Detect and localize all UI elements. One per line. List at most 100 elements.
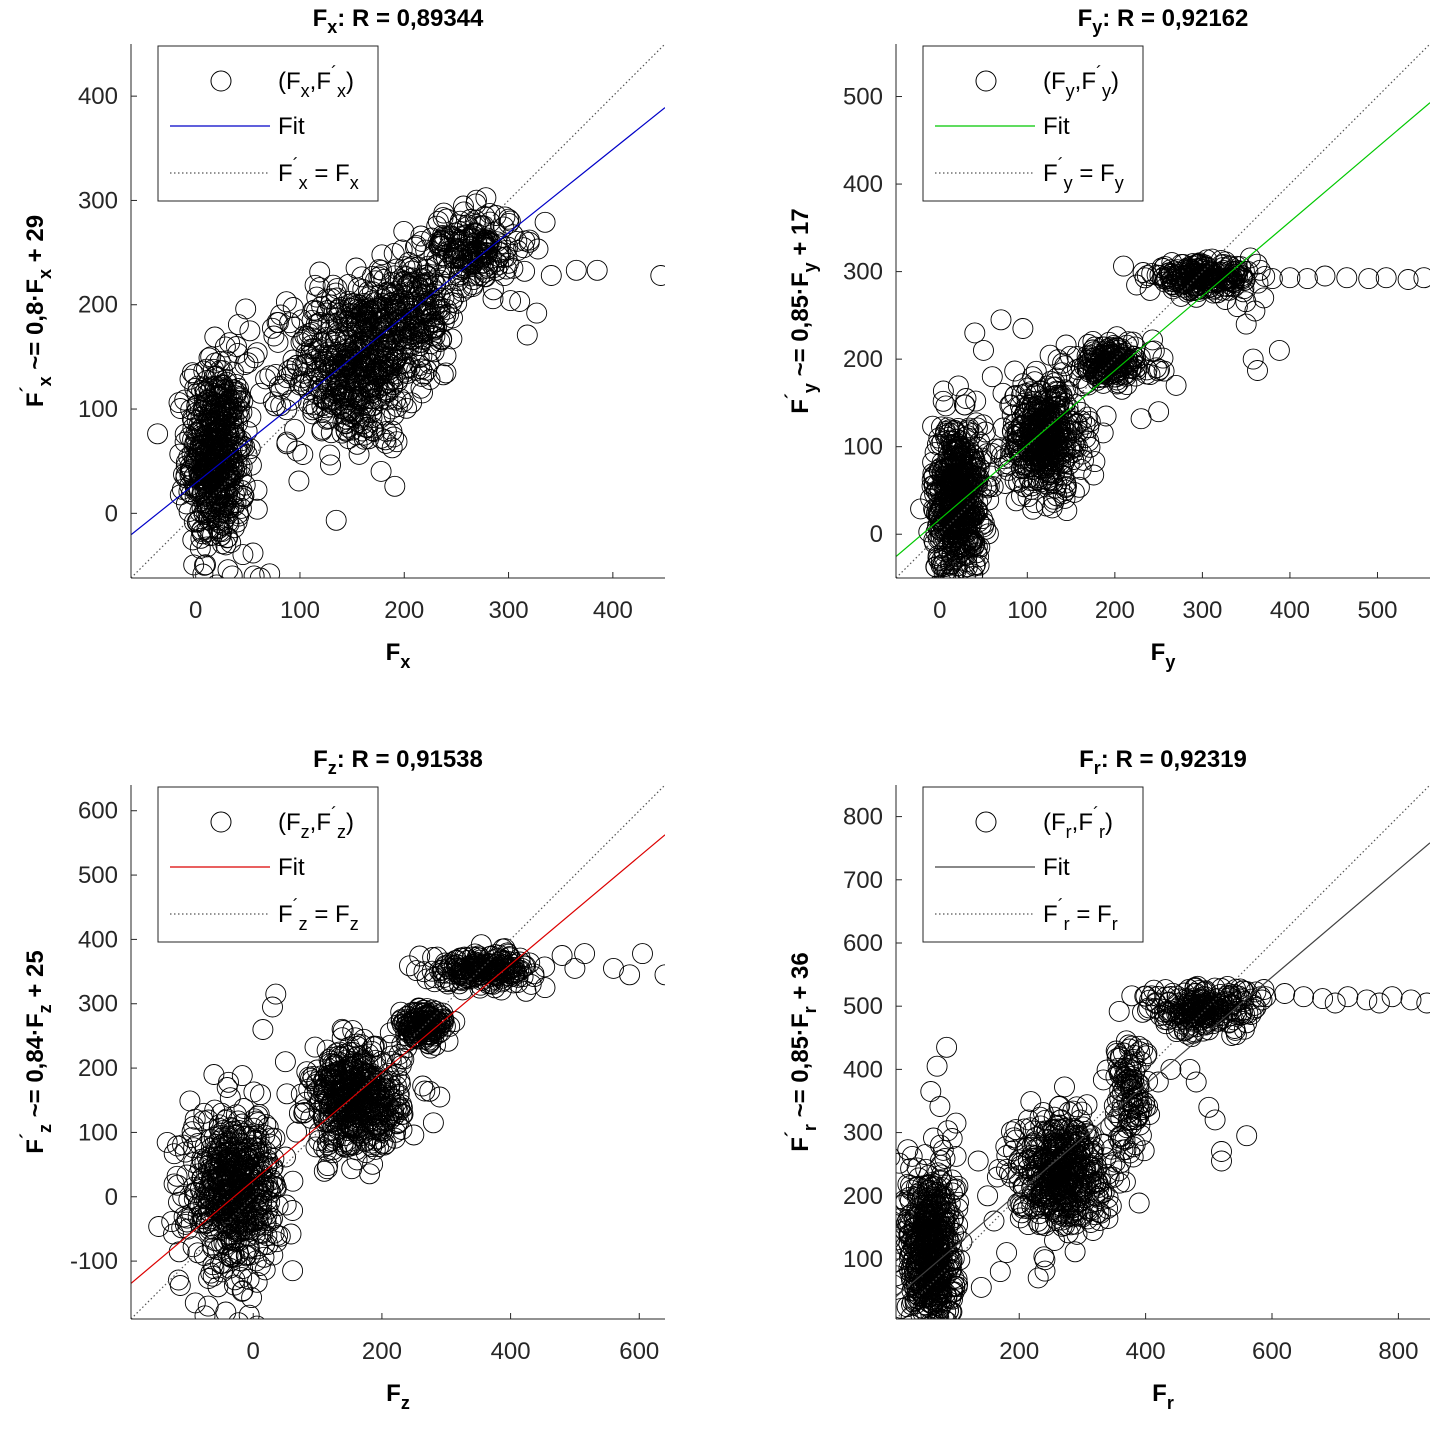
scatter-point [184, 643, 204, 663]
scatter-point [1114, 256, 1134, 276]
scatter-point [1131, 409, 1151, 429]
y-axis-label: F´z ~= 0,84·Fz + 25 [17, 950, 55, 1153]
scatter-point [236, 299, 256, 319]
scatter-point [620, 965, 640, 985]
scatter-point [148, 424, 168, 444]
y-tick-label: 300 [78, 991, 118, 1018]
y-tick-label: 100 [78, 396, 118, 423]
scatter-point [454, 196, 474, 216]
scatter-point [289, 1103, 309, 1123]
scatter-point [604, 958, 624, 978]
scatter-point [404, 1125, 424, 1145]
scatter-point [1236, 314, 1256, 334]
y-tick-label: 200 [78, 292, 118, 319]
legend-fit-label: Fit [278, 854, 305, 881]
x-tick-label: 0 [933, 597, 946, 624]
scatter-point [908, 1324, 928, 1344]
scatter-point [222, 566, 242, 586]
scatter-point [945, 1329, 965, 1349]
scatter-point [180, 1091, 200, 1111]
x-tick-label: 0 [247, 1338, 260, 1365]
scatter-point [651, 266, 671, 286]
y-tick-label: 200 [78, 1055, 118, 1082]
scatter-point [394, 1049, 414, 1069]
scatter-point [535, 212, 555, 232]
x-tick-label: 600 [619, 1338, 659, 1365]
y-tick-label: 600 [78, 798, 118, 825]
scatter-point [956, 582, 976, 602]
scatter-point [1359, 269, 1379, 289]
legend-fit-label: Fit [1043, 113, 1070, 140]
scatter-point [1166, 375, 1186, 395]
scatter-point [948, 603, 968, 623]
scatter-point [1248, 361, 1268, 381]
scatter-point [907, 1333, 927, 1353]
scatter-point [566, 260, 586, 280]
scatter-point [924, 1319, 944, 1339]
scatter-point [1376, 268, 1396, 288]
scatter-point [899, 1346, 919, 1366]
y-tick-label: 0 [870, 521, 883, 548]
scatter-point [982, 367, 1002, 387]
x-tick-label: 100 [280, 597, 320, 624]
scatter-point [517, 325, 537, 345]
scatter-point [271, 396, 291, 416]
y-tick-label: 200 [843, 346, 883, 373]
chart-title: Fx: R = 0,89344 [313, 5, 484, 37]
scatter-point [924, 1321, 944, 1341]
scatter-point [515, 261, 535, 281]
x-tick-label: 100 [1007, 597, 1047, 624]
x-axis-label: Fz [386, 1380, 410, 1413]
scatter-point [949, 582, 969, 602]
scatter-point [228, 315, 248, 335]
scatter-point [965, 586, 985, 606]
scatter-point [310, 262, 330, 282]
scatter-point [575, 944, 595, 964]
legend-fit-label: Fit [278, 113, 305, 140]
scatter-point [275, 1052, 295, 1072]
scatter-point [1023, 499, 1043, 519]
scatter-point [283, 1201, 303, 1221]
scatter-point [264, 326, 284, 346]
scatter-point [1297, 269, 1317, 289]
x-tick-label: 500 [1357, 597, 1397, 624]
scatter-point [1315, 266, 1335, 286]
scatter-point [253, 1020, 273, 1040]
scatter-point [565, 958, 585, 978]
scatter-point [239, 1305, 259, 1325]
scatter-point [969, 555, 989, 575]
scatter-point [1048, 350, 1068, 370]
y-axis-label: F´x ~= 0,8·Fx + 29 [17, 215, 55, 407]
scatter-point [928, 576, 948, 596]
y-tick-label: 500 [843, 84, 883, 111]
scatter-point [305, 1037, 325, 1057]
scatter-point [218, 560, 238, 580]
scatter-point [149, 1217, 169, 1237]
scatter-point [283, 1261, 303, 1281]
y-tick-label: -100 [70, 1248, 118, 1275]
scatter-point [955, 586, 975, 606]
y-tick-label: 300 [843, 259, 883, 286]
scatter-point [1398, 270, 1418, 290]
x-tick-label: 300 [1182, 597, 1222, 624]
y-tick-label: 400 [78, 83, 118, 110]
x-tick-label: 400 [1270, 597, 1310, 624]
scatter-point [346, 258, 366, 278]
scatter-point [948, 376, 968, 396]
scatter-point [944, 1321, 964, 1341]
scatter-point [965, 323, 985, 343]
scatter-point [991, 310, 1011, 330]
y-tick-label: 100 [843, 434, 883, 461]
y-tick-label: 0 [105, 1184, 118, 1211]
scatter-point [1337, 268, 1357, 288]
x-tick-label: 300 [489, 597, 529, 624]
x-tick-label: 400 [491, 1338, 531, 1365]
scatter-point [1243, 349, 1263, 369]
scatter-point [247, 480, 267, 500]
